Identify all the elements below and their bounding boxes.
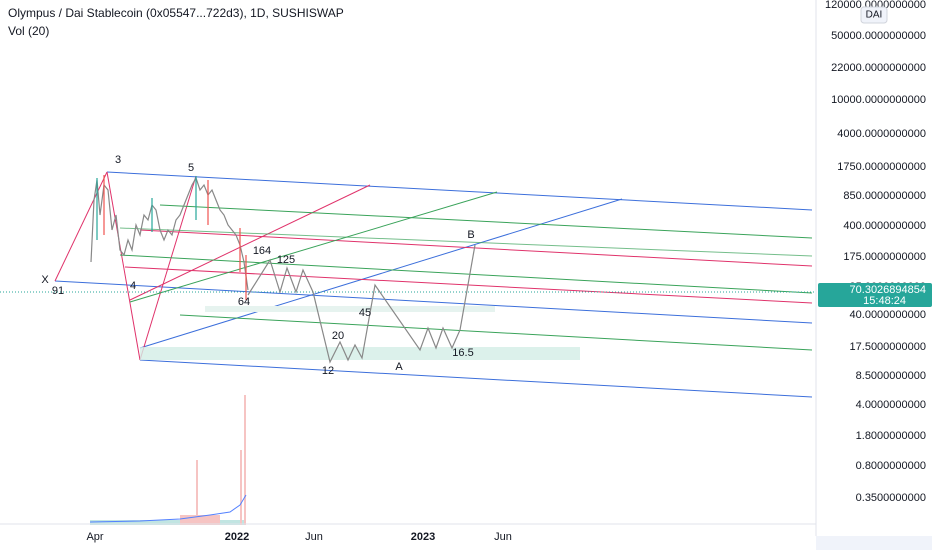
time-label: 2022 — [225, 531, 249, 543]
indicator-label[interactable]: Vol (20) — [8, 24, 49, 38]
price-label: 4.0000000000 — [856, 399, 926, 411]
price-label: 4000.0000000000 — [837, 128, 926, 140]
time-label: 2023 — [411, 531, 435, 543]
wave-label: 5 — [188, 162, 194, 174]
pitchfork-drawing — [54, 171, 813, 398]
wave-label: 3 — [115, 154, 121, 166]
candle-wicks — [96, 175, 247, 300]
price-axis: 120000.0000000000 50000.0000000000 22000.0… — [815, 0, 932, 536]
price-candles — [90, 176, 249, 291]
price-label: 1750.0000000000 — [837, 161, 926, 173]
annotations: 3 5 X 91 4 164 125 64 B 45 20 16.5 12 A — [41, 154, 474, 377]
wave-label: 64 — [238, 296, 250, 308]
wave-label: A — [395, 361, 403, 373]
price-label: 850.0000000000 — [843, 190, 926, 202]
time-label: Jun — [494, 531, 512, 543]
price-label: 0.3500000000 — [856, 492, 926, 504]
price-tag — [818, 283, 932, 307]
wave-label: 45 — [359, 307, 371, 319]
wave-label: 12 — [322, 365, 334, 377]
price-label: 17.5000000000 — [850, 341, 926, 353]
wave-label: X — [41, 274, 49, 286]
projection-path — [247, 244, 476, 364]
price-label: 400.0000000000 — [843, 220, 926, 232]
volume-bars — [89, 395, 247, 525]
time-axis: Apr 2022 Jun 2023 Jun — [0, 523, 932, 550]
wave-label: 4 — [130, 280, 136, 292]
time-label: Jun — [305, 531, 323, 543]
price-label: 175.0000000000 — [843, 251, 926, 263]
wave-label: 16.5 — [452, 347, 473, 359]
price-label: 22000.0000000000 — [831, 62, 926, 74]
currency-label[interactable]: DAI — [866, 10, 883, 21]
currency-badge[interactable] — [860, 6, 888, 24]
wave-label: 91 — [52, 285, 64, 297]
price-label: 8.5000000000 — [856, 370, 926, 382]
wave-label: 20 — [332, 330, 344, 342]
price-tag-value: 70.3026894854 — [850, 284, 926, 296]
price-tag-countdown: 15:48:24 — [863, 295, 906, 307]
wave-label: B — [467, 229, 474, 241]
price-label: 10000.0000000000 — [831, 94, 926, 106]
symbol-title[interactable]: Olympus / Dai Stablecoin (0x05547...722d… — [8, 6, 344, 20]
wave-label: 164 — [253, 245, 271, 257]
price-label: 50000.0000000000 — [831, 30, 926, 42]
price-label: 120000.0000000000 — [825, 0, 926, 11]
axis-corner[interactable] — [816, 536, 932, 550]
price-label: 1.8000000000 — [856, 430, 926, 442]
price-label: 0.8000000000 — [856, 460, 926, 472]
time-label: Apr — [86, 531, 103, 543]
wave-label: 125 — [277, 254, 295, 266]
price-label: 40.0000000000 — [850, 309, 926, 321]
